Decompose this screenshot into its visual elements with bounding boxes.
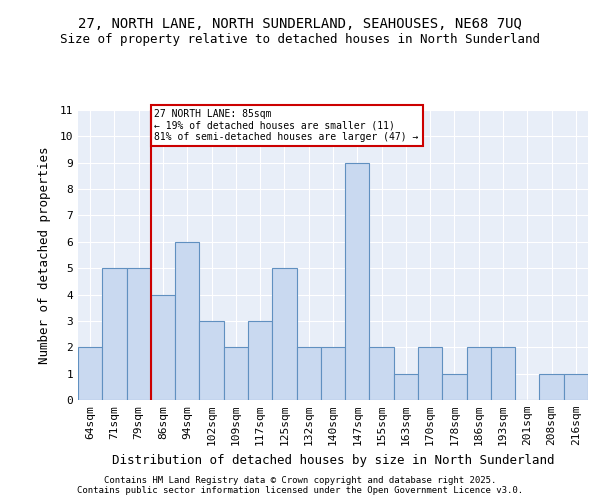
Bar (345, 162, 370, 400)
Bar (199, 321, 224, 400)
Bar (564, 374, 588, 400)
Bar (539, 374, 564, 400)
Bar (175, 242, 199, 400)
Bar (442, 374, 467, 400)
Y-axis label: Number of detached properties: Number of detached properties (38, 146, 52, 364)
Bar (102, 268, 127, 400)
Bar (272, 268, 296, 400)
Bar (127, 268, 151, 400)
Bar (418, 348, 442, 400)
Bar (248, 321, 272, 400)
Text: Size of property relative to detached houses in North Sunderland: Size of property relative to detached ho… (60, 32, 540, 46)
Bar (78, 348, 102, 400)
Text: 27 NORTH LANE: 85sqm
← 19% of detached houses are smaller (11)
81% of semi-detac: 27 NORTH LANE: 85sqm ← 19% of detached h… (155, 109, 419, 142)
Bar (224, 348, 248, 400)
Bar (491, 348, 515, 400)
Bar (321, 348, 345, 400)
Bar (394, 374, 418, 400)
Text: Contains HM Land Registry data © Crown copyright and database right 2025.
Contai: Contains HM Land Registry data © Crown c… (77, 476, 523, 495)
X-axis label: Distribution of detached houses by size in North Sunderland: Distribution of detached houses by size … (112, 454, 554, 466)
Bar (370, 348, 394, 400)
Bar (467, 348, 491, 400)
Text: 27, NORTH LANE, NORTH SUNDERLAND, SEAHOUSES, NE68 7UQ: 27, NORTH LANE, NORTH SUNDERLAND, SEAHOU… (78, 18, 522, 32)
Bar (151, 294, 175, 400)
Bar (296, 348, 321, 400)
